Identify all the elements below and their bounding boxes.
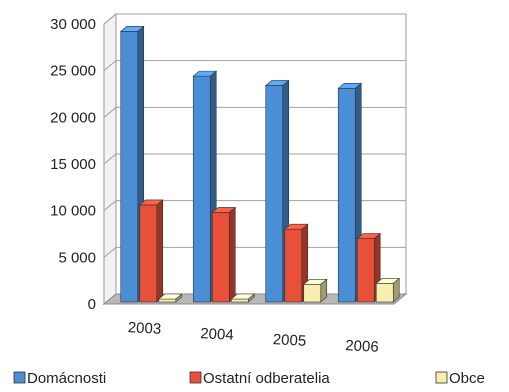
bar-top [356, 233, 382, 239]
y-tick-label: 20 000 [50, 109, 96, 126]
y-tick-label: 5 000 [58, 249, 96, 266]
bar-front [265, 85, 284, 303]
bar-front [139, 204, 158, 303]
bar-top [138, 199, 164, 206]
legend-label: Obce [449, 370, 485, 387]
gridline [103, 200, 406, 212]
bar [119, 25, 145, 303]
gridline [103, 106, 406, 118]
gridline [103, 13, 406, 25]
y-tick-label: 10 000 [50, 203, 96, 220]
bar-top [375, 278, 401, 284]
bar-top [337, 82, 363, 89]
x-tick-label: 2005 [272, 331, 306, 350]
legend-item: Domácnosti [13, 370, 106, 387]
bar [211, 206, 237, 303]
bar-front [211, 212, 230, 303]
legend-item: Obce [435, 370, 485, 387]
bar-front [284, 228, 303, 303]
bar [157, 293, 183, 303]
x-tick-label: 2003 [127, 319, 161, 338]
bar-front [230, 298, 249, 303]
gridline [103, 60, 406, 72]
x-tick-label: 2004 [200, 325, 234, 344]
y-axis-ticks: 30 000 25 000 20 000 15 000 10 000 5 000 0 [50, 16, 96, 313]
bar-side [228, 206, 236, 303]
y-tick-label: 0 [88, 296, 96, 313]
bar-front [192, 75, 211, 303]
x-tick-label: 2006 [345, 337, 379, 356]
legend: Domácnosti Ostatní odberatelia Obce [13, 370, 485, 387]
bars [119, 25, 401, 303]
legend-item: Ostatní odberatelia [189, 370, 330, 387]
gridlines [103, 13, 406, 258]
bar-front [337, 87, 356, 303]
bar-front [120, 31, 139, 303]
y-tick-label: 25 000 [50, 63, 96, 80]
legend-label: Ostatní odberatelia [203, 370, 330, 387]
legend-label: Domácnosti [27, 370, 106, 387]
legend-swatch [435, 371, 448, 384]
bar-top [192, 70, 218, 77]
bar-top [230, 293, 256, 300]
y-tick-label: 15 000 [50, 156, 96, 173]
bar-front [303, 283, 322, 303]
bar-top [264, 80, 290, 86]
bar-side [156, 199, 164, 303]
x-axis-ticks: 2003 2004 2005 2006 [127, 319, 379, 356]
bar-front [356, 238, 375, 303]
bar-top [119, 26, 145, 32]
bar-top [157, 293, 183, 300]
y-tick-label: 30 000 [50, 16, 96, 33]
gridline [103, 153, 406, 165]
bar-top [283, 223, 309, 230]
bar [302, 278, 328, 303]
legend-swatch [189, 371, 202, 384]
legend-swatch [13, 371, 26, 384]
bar [230, 293, 256, 303]
bar-front [158, 298, 177, 303]
bar-front [375, 283, 394, 303]
bar-top [211, 207, 237, 213]
bar [375, 277, 401, 303]
gridline [103, 246, 406, 258]
bar [356, 232, 382, 303]
bar-top [302, 278, 328, 285]
bar [138, 199, 164, 303]
